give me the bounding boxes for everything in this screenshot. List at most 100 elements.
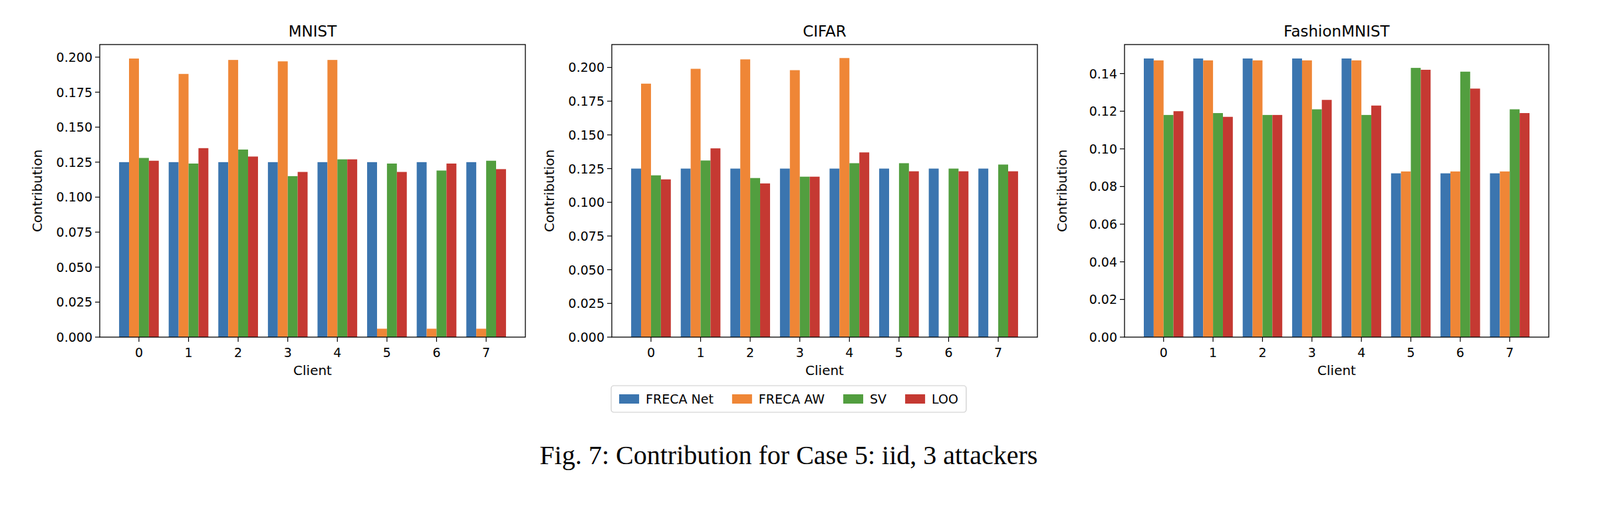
bar: LOO — [1519, 113, 1530, 338]
y-tick-label: 0.050 — [568, 262, 605, 278]
x-tick-label: 2 — [1258, 345, 1267, 360]
bar: FRECA AW — [1351, 60, 1362, 338]
x-tick-label: 0 — [1159, 345, 1168, 360]
x-tick — [436, 337, 437, 342]
x-tick-label: 0 — [647, 345, 656, 360]
bar: FRECA AW — [1401, 171, 1412, 338]
x-tick — [1212, 337, 1214, 342]
bar: FRECA Net — [631, 168, 642, 338]
bar: LOO — [1322, 99, 1333, 338]
x-tick-label: 3 — [1308, 345, 1317, 360]
y-tick — [95, 91, 100, 93]
bar: LOO — [446, 163, 457, 338]
y-tick-label: 0.025 — [56, 294, 93, 310]
bar: FRECA AW — [740, 59, 751, 338]
x-axis-label: Client — [1317, 362, 1356, 379]
bar: SV — [138, 158, 149, 338]
y-tick — [607, 101, 612, 102]
bar: FRECA AW — [790, 70, 800, 338]
x-tick — [1311, 337, 1313, 342]
legend-swatch — [732, 394, 753, 404]
x-tick-label: 6 — [944, 345, 953, 360]
bar: SV — [948, 168, 959, 338]
x-tick-label: 7 — [1505, 345, 1514, 360]
y-axis-label: Contribution — [1054, 149, 1070, 233]
bar: FRECA Net — [267, 162, 278, 338]
x-tick-label: 4 — [845, 345, 854, 360]
bar: FRECA AW — [129, 58, 139, 338]
y-tick — [607, 168, 612, 169]
bar: FRECA AW — [426, 328, 437, 338]
bar: FRECA Net — [1440, 173, 1451, 338]
x-tick-label: 2 — [746, 345, 755, 360]
x-tick — [337, 337, 338, 342]
legend-label: FRECA AW — [758, 391, 825, 407]
bar: LOO — [710, 148, 721, 338]
x-tick-label: 6 — [432, 345, 441, 360]
y-tick-label: 0.075 — [56, 224, 93, 240]
x-tick — [650, 337, 652, 342]
y-tick-label: 0.100 — [568, 194, 605, 210]
x-tick — [1262, 337, 1263, 342]
x-tick-label: 3 — [796, 345, 804, 360]
y-tick-label: 0.125 — [56, 154, 93, 170]
x-tick — [138, 337, 139, 342]
x-tick-label: 1 — [1208, 345, 1217, 360]
y-tick-label: 0.200 — [568, 59, 605, 75]
bar: FRECA AW — [1252, 60, 1263, 338]
y-tick — [1119, 224, 1125, 225]
x-tick — [700, 337, 701, 342]
y-tick-label: 0.175 — [56, 85, 93, 100]
bar: FRECA Net — [168, 162, 179, 338]
y-axis-label: Contribution — [29, 149, 46, 233]
bar: SV — [1509, 109, 1520, 338]
x-tick-label: 5 — [383, 345, 392, 360]
x-tick-label: 4 — [333, 345, 342, 360]
x-tick — [485, 337, 487, 342]
bar: FRECA Net — [317, 162, 328, 338]
bars: FRECA NetFRECA NetFRECA NetFRECA NetFREC… — [631, 57, 1019, 338]
bar: SV — [651, 175, 662, 338]
bar: SV — [1312, 109, 1323, 338]
y-tick-label: 0.125 — [568, 161, 605, 177]
bar: LOO — [297, 172, 308, 338]
x-tick-label: 7 — [994, 345, 1003, 360]
bars: FRECA NetFRECA NetFRECA NetFRECA NetFREC… — [1143, 58, 1530, 338]
chart-title: FashionMNIST — [1283, 22, 1390, 40]
bar: SV — [188, 163, 199, 338]
bar: SV — [849, 162, 860, 338]
legend-label: LOO — [931, 391, 959, 407]
bar: FRECA AW — [839, 57, 850, 338]
y-tick — [95, 56, 100, 58]
bar: FRECA AW — [178, 73, 189, 338]
y-tick — [1119, 336, 1125, 338]
bar: LOO — [347, 159, 358, 338]
figure: 0.0000.0250.0500.0750.1000.1250.1500.175… — [0, 0, 1600, 512]
x-tick — [849, 337, 850, 342]
bar: FRECA AW — [1499, 171, 1510, 338]
bar: FRECA AW — [1202, 60, 1213, 338]
bar: FRECA Net — [1490, 173, 1501, 338]
bar: LOO — [958, 171, 969, 338]
y-tick — [95, 196, 100, 198]
x-tick — [1361, 337, 1362, 342]
chart-2: 0.000.020.040.060.080.100.120.14FRECA Ne… — [1054, 22, 1549, 379]
bar: LOO — [809, 176, 820, 338]
x-tick — [750, 337, 751, 342]
bar: LOO — [1222, 117, 1233, 338]
y-tick — [95, 232, 100, 233]
y-tick — [95, 266, 100, 268]
x-tick — [997, 337, 999, 342]
y-tick — [1119, 148, 1125, 149]
x-axis-label: Client — [293, 362, 332, 379]
bar: SV — [287, 176, 298, 338]
bar: LOO — [1470, 88, 1481, 338]
bar: FRECA Net — [1292, 58, 1303, 338]
legend-label: SV — [869, 391, 887, 407]
bar: LOO — [1008, 171, 1019, 338]
bar: FRECA Net — [730, 168, 741, 338]
y-tick-label: 0.00 — [1089, 329, 1118, 345]
bar: LOO — [397, 172, 407, 338]
x-tick — [1410, 337, 1412, 342]
x-tick — [1163, 337, 1164, 342]
